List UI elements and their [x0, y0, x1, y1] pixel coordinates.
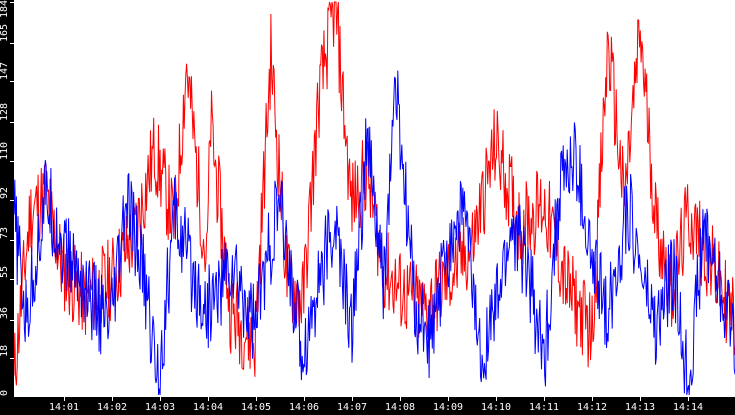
y-tick-mark	[10, 240, 14, 241]
x-tick-mark	[160, 397, 161, 401]
x-axis: 14:01 14:02 14:03 14:04 14:05 14:06 14:07 14:08…	[0, 397, 735, 415]
x-tick-mark	[496, 397, 497, 401]
x-tick-mark	[304, 397, 305, 401]
x-tick-mark	[112, 397, 113, 401]
y-tick-label: 184	[0, 0, 10, 19]
y-tick-mark	[10, 200, 14, 201]
line-chart	[14, 1, 735, 395]
x-tick-mark	[256, 397, 257, 401]
y-tick-mark	[10, 358, 14, 359]
blue-series-line	[14, 70, 735, 395]
plot-area	[14, 0, 735, 397]
x-tick-mark	[352, 397, 353, 401]
x-tick-mark	[400, 397, 401, 401]
y-tick-label: 73	[0, 226, 10, 239]
y-axis: 0 18 36 55 73 92 110 128 147 165 184	[0, 0, 14, 398]
y-tick-label: 36	[0, 306, 10, 319]
x-tick-label: 14:04	[192, 402, 224, 413]
x-tick-mark	[640, 397, 641, 401]
y-tick-mark	[10, 320, 14, 321]
x-tick-mark	[592, 397, 593, 401]
x-tick-mark	[448, 397, 449, 401]
x-tick-label: 14:14	[672, 402, 704, 413]
y-tick-label: 165	[0, 23, 10, 42]
y-tick-label: 110	[0, 141, 10, 160]
x-tick-label: 14:12	[576, 402, 608, 413]
x-tick-label: 14:06	[288, 402, 320, 413]
y-tick-mark	[10, 2, 14, 3]
y-tick-label: 128	[0, 102, 10, 121]
x-tick-mark	[544, 397, 545, 401]
x-tick-label: 14:08	[384, 402, 416, 413]
x-tick-label: 14:13	[624, 402, 656, 413]
y-tick-mark	[10, 43, 14, 44]
y-tick-label: 0	[0, 389, 10, 396]
y-tick-mark	[10, 81, 14, 82]
y-tick-mark	[10, 279, 14, 280]
x-tick-label: 14:05	[240, 402, 272, 413]
y-tick-label: 18	[0, 344, 10, 357]
y-tick-mark	[10, 122, 14, 123]
x-tick-label: 14:09	[432, 402, 464, 413]
x-tick-label: 14:07	[336, 402, 368, 413]
x-tick-label: 14:01	[48, 402, 80, 413]
x-tick-label: 14:10	[480, 402, 512, 413]
x-tick-mark	[688, 397, 689, 401]
x-tick-label: 14:02	[96, 402, 128, 413]
y-tick-mark	[10, 161, 14, 162]
x-tick-mark	[64, 397, 65, 401]
x-tick-label: 14:11	[528, 402, 560, 413]
y-tick-label: 55	[0, 265, 10, 278]
x-tick-mark	[208, 397, 209, 401]
x-tick-label: 14:03	[144, 402, 176, 413]
y-tick-label: 92	[0, 186, 10, 199]
y-tick-label: 147	[0, 61, 10, 80]
